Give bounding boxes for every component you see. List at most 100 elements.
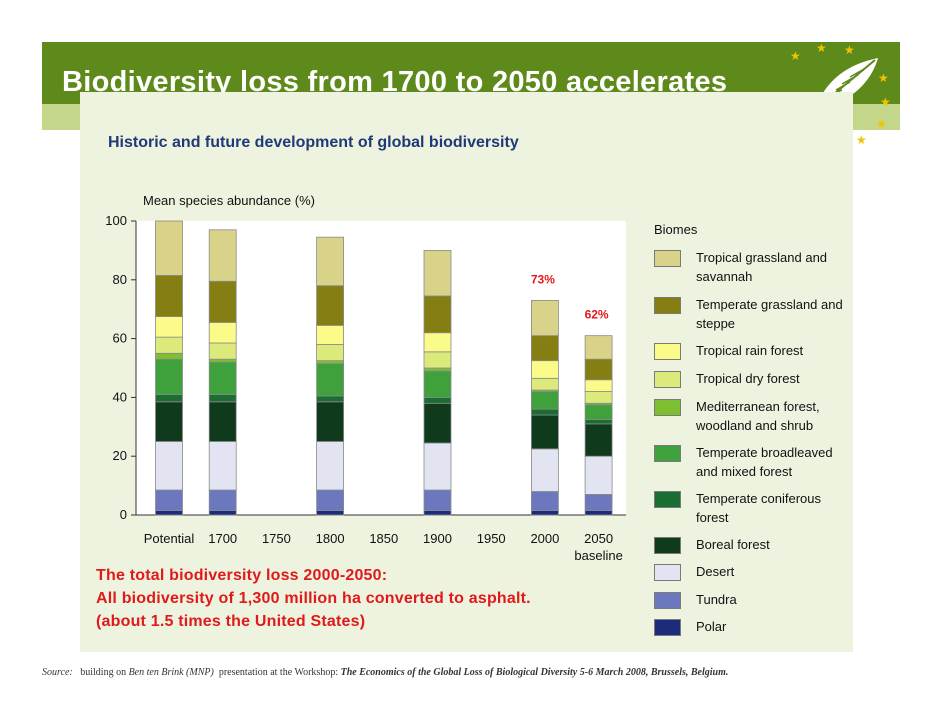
bar-segment: [316, 363, 345, 397]
bar-segment: [584, 335, 613, 360]
bar-segment: [155, 358, 183, 395]
bar-segment: [423, 442, 452, 491]
x-tick-label: 1850: [369, 531, 398, 546]
legend-label: Boreal forest: [696, 537, 770, 552]
bar-segment: [423, 370, 452, 398]
legend-swatch: [654, 619, 681, 636]
bar-segment: [316, 489, 345, 511]
bar-segment: [584, 510, 613, 516]
bar-segment: [531, 510, 559, 516]
bar-segment: [584, 358, 613, 381]
bar-segment: [316, 510, 345, 516]
note-line-2: All biodiversity of 1,300 million ha con…: [96, 590, 531, 607]
bar-segment: [155, 352, 183, 360]
bar-segment: [531, 491, 559, 511]
bar-segment: [423, 295, 452, 334]
legend-swatch: [654, 564, 681, 581]
bar-segment: [155, 489, 183, 511]
y-tick-label: 100: [105, 213, 127, 228]
bar-segment: [208, 510, 237, 516]
svg-text:★: ★: [880, 95, 891, 109]
data-label: 73%: [531, 272, 555, 286]
bar-segment: [531, 360, 559, 379]
bar-segment: [316, 324, 345, 345]
bar-segment: [531, 335, 559, 362]
source-text-2: presentation at the Workshop:: [218, 667, 339, 678]
x-tick-label: 1900: [423, 531, 452, 546]
bar-segment: [584, 419, 613, 425]
bar-segment: [531, 414, 559, 450]
bar-segment: [155, 401, 183, 442]
bar-segment: [208, 394, 237, 403]
legend-swatch: [654, 250, 681, 267]
legend-label: Desert: [696, 564, 735, 579]
chart-title: Historic and future development of globa…: [108, 134, 519, 151]
bar-segment: [531, 408, 559, 416]
y-tick-label: 60: [113, 331, 127, 346]
bar-segment: [531, 377, 559, 391]
y-tick-label: 80: [113, 272, 127, 287]
legend-swatch: [654, 371, 681, 388]
svg-text:★: ★: [878, 71, 889, 85]
bar-segment: [584, 404, 613, 420]
legend-label: Mediterranean forest, woodland and shrub: [696, 399, 820, 433]
bar-segment: [423, 402, 452, 444]
bar-segment: [423, 351, 452, 369]
svg-text:★: ★: [816, 41, 827, 55]
bar-segment: [531, 299, 559, 337]
legend-swatch: [654, 399, 681, 416]
x-tick-label: Potential: [144, 531, 195, 546]
bar-segment: [208, 229, 237, 282]
note-line-3: (about 1.5 times the United States): [96, 613, 366, 630]
x-tick-label: 1950: [477, 531, 506, 546]
data-label: 62%: [585, 308, 609, 322]
source-author: Ben ten Brink (MNP): [128, 667, 214, 678]
source-citation: Source: building on Ben ten Brink (MNP) …: [42, 667, 728, 678]
y-tick-label: 0: [120, 507, 127, 522]
x-tick-label: 1700: [208, 531, 237, 546]
bar-segment: [208, 401, 237, 442]
legend-label: Tropical grassland and savannah: [696, 250, 828, 284]
bar-segment: [584, 379, 613, 392]
bar-segment: [155, 394, 183, 403]
source-event: The Economics of the Global Loss of Biol…: [340, 667, 729, 678]
bar-segment: [208, 322, 237, 344]
x-tick-label: 1750: [262, 531, 291, 546]
star-icons: ★ ★ ★ ★ ★ ★ ★: [790, 41, 891, 147]
bar-segment: [423, 510, 452, 516]
bar-segment: [584, 455, 613, 495]
bar-segment: [316, 360, 345, 364]
source-text-1: building on: [80, 667, 127, 678]
svg-text:★: ★: [876, 117, 887, 131]
bar-segment: [155, 441, 183, 491]
bar-segment: [155, 316, 183, 338]
y-tick-label: 40: [113, 389, 127, 404]
bar-segment: [208, 441, 237, 491]
bar-segment: [423, 332, 452, 353]
note-line-1: The total biodiversity loss 2000-2050:: [96, 567, 388, 584]
bar-segment: [316, 395, 345, 403]
legend-label: Temperate coniferous forest: [696, 491, 822, 525]
x-tick-label: 2050: [584, 531, 613, 546]
legend-title: Biomes: [654, 222, 698, 237]
bar-segment: [531, 391, 559, 410]
bar-segment: [155, 336, 183, 354]
bar-segment: [423, 396, 452, 404]
bar-segment: [316, 236, 345, 287]
legend-swatch: [654, 445, 681, 462]
bar-segment: [584, 494, 613, 511]
bar-segment: [155, 510, 183, 516]
bar-segment: [316, 401, 345, 442]
bar-segment: [423, 367, 452, 372]
bar-segment: [423, 249, 452, 297]
bar-segment: [316, 441, 345, 491]
legend-swatch: [654, 343, 681, 360]
bar-segment: [423, 489, 452, 511]
svg-text:★: ★: [790, 49, 801, 63]
legend-label: Temperate grassland and steppe: [696, 297, 843, 331]
bar-segment: [316, 285, 345, 326]
y-tick-label: 20: [113, 448, 127, 463]
bar-segment: [208, 358, 237, 363]
legend-label: Tropical rain forest: [696, 343, 804, 358]
